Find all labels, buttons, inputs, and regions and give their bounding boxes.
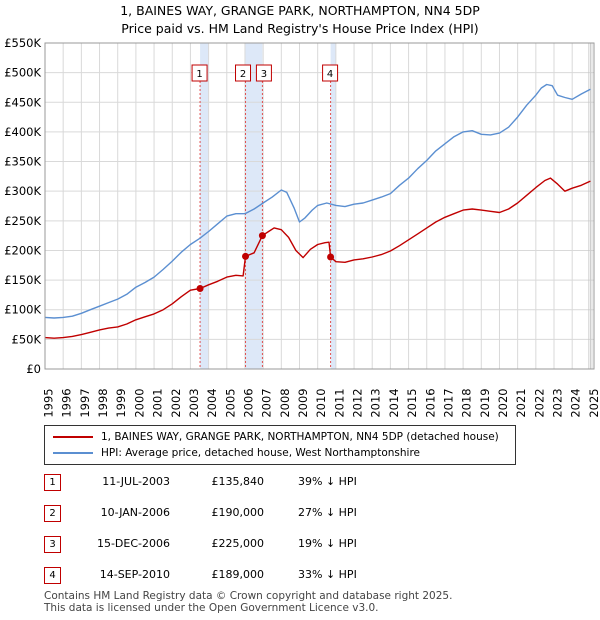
x-tick-label: 2001 (151, 388, 165, 417)
y-tick-label: £100K (4, 303, 41, 317)
title-line-2: Price paid vs. HM Land Registry's House … (121, 21, 479, 36)
x-tick-label: 2019 (478, 388, 492, 417)
sale-row: 3 15-DEC-2006 £225,000 19% ↓ HPI (44, 536, 464, 556)
sale-label: 4 (327, 69, 333, 80)
x-tick-label: 2021 (514, 388, 528, 417)
y-tick-label: £350K (4, 155, 41, 169)
plot-frame (44, 42, 595, 370)
plot-area (45, 43, 594, 369)
x-tick-label: 2004 (205, 388, 219, 417)
x-tick-label: 2005 (223, 388, 237, 417)
footer: Contains HM Land Registry data © Crown c… (44, 590, 452, 614)
legend-label-property: 1, BAINES WAY, GRANGE PARK, NORTHAMPTON,… (101, 431, 499, 443)
y-tick-label: £250K (4, 214, 41, 228)
y-tick-label: £450K (4, 95, 41, 109)
sale-row: 4 14-SEP-2010 £189,000 33% ↓ HPI (44, 567, 464, 587)
chart-title: 1, BAINES WAY, GRANGE PARK, NORTHAMPTON,… (0, 2, 600, 38)
legend-swatch-property (53, 436, 93, 438)
sale-label-box (322, 64, 339, 82)
sale-row: 1 11-JUL-2003 £135,840 39% ↓ HPI (44, 474, 464, 494)
sale-point (258, 232, 266, 240)
x-tick-label: 2006 (241, 388, 255, 417)
x-tick-label: 2017 (441, 388, 455, 417)
sale-band (200, 43, 209, 369)
x-tick-label: 2012 (351, 388, 365, 417)
sale-date: 10-JAN-2006 (100, 506, 170, 519)
footer-line-2: This data is licensed under the Open Gov… (44, 602, 379, 614)
x-tick-label: 2009 (296, 388, 310, 417)
sale-label-box (235, 64, 252, 82)
legend-label-hpi: HPI: Average price, detached house, West… (101, 447, 420, 459)
x-tick-label: 2025 (587, 388, 600, 417)
x-tick-label: 2007 (260, 388, 274, 417)
y-tick-label: £550K (4, 36, 41, 50)
hpi-line (44, 83, 591, 319)
x-tick-label: 2015 (405, 388, 419, 417)
x-tick-label: 2003 (187, 388, 201, 417)
sale-band (330, 43, 336, 369)
x-tick-label: 2023 (551, 388, 565, 417)
sale-number: 1 (44, 474, 61, 491)
sale-price: £225,000 (211, 537, 265, 550)
y-tick-label: £200K (4, 243, 41, 257)
price-chart: £0 £50K £100K £150K £200K £250K £300K £350K £400… (4, 36, 600, 418)
x-tick-label: 2014 (387, 388, 401, 417)
footer-line-1: Contains HM Land Registry data © Crown c… (44, 590, 453, 602)
legend-swatch-hpi (53, 452, 93, 454)
x-tick-label: 1999 (114, 388, 128, 417)
sale-number: 3 (44, 536, 61, 553)
sale-hpi-diff: 19% ↓ HPI (298, 537, 357, 550)
x-tick-label: 2022 (532, 388, 546, 417)
sale-number: 2 (44, 505, 61, 522)
sale-date: 14-SEP-2010 (99, 568, 170, 581)
sale-label: 3 (261, 69, 267, 80)
legend: 1, BAINES WAY, GRANGE PARK, NORTHAMPTON,… (44, 425, 516, 465)
sale-label-box (255, 64, 272, 82)
sale-hpi-diff: 33% ↓ HPI (298, 568, 357, 581)
sale-price: £189,000 (211, 568, 265, 581)
x-tick-label: 2000 (132, 388, 146, 417)
y-tick-label: £300K (4, 184, 41, 198)
y-tick-label: £0 (26, 362, 41, 376)
x-tick-label: 2013 (369, 388, 383, 417)
y-tick-label: £500K (4, 66, 41, 80)
x-tick-label: 2011 (332, 388, 346, 417)
property-price-line (44, 177, 591, 339)
sale-point (196, 284, 204, 292)
x-tick-label: 2002 (169, 388, 183, 417)
sale-point (327, 253, 335, 261)
x-tick-label: 2010 (314, 388, 328, 417)
x-tick-label: 2020 (496, 388, 510, 417)
sale-label-box (191, 64, 208, 82)
x-tick-label: 1996 (60, 388, 74, 417)
sale-hpi-diff: 39% ↓ HPI (298, 475, 357, 488)
sale-date: 15-DEC-2006 (96, 537, 170, 550)
x-tick-label: 2024 (569, 388, 583, 417)
sale-label: 2 (240, 69, 246, 80)
x-tick-label: 2016 (423, 388, 437, 417)
sale-hpi-diff: 27% ↓ HPI (298, 506, 357, 519)
sale-point (242, 252, 250, 260)
sale-band (245, 43, 263, 369)
x-tick-label: 2008 (278, 388, 292, 417)
x-tick-label: 1995 (42, 388, 56, 417)
sale-price: £190,000 (211, 506, 265, 519)
x-tick-label: 1998 (96, 388, 110, 417)
y-tick-label: £400K (4, 125, 41, 139)
sale-price: £135,840 (211, 475, 265, 488)
title-line-1: 1, BAINES WAY, GRANGE PARK, NORTHAMPTON,… (120, 3, 480, 18)
sale-label: 1 (196, 69, 202, 80)
y-tick-label: £150K (4, 273, 41, 287)
sale-number: 4 (44, 567, 61, 584)
sale-date: 11-JUL-2003 (102, 475, 170, 488)
y-tick-label: £50K (12, 332, 42, 346)
x-tick-label: 1997 (78, 388, 92, 417)
sale-row: 2 10-JAN-2006 £190,000 27% ↓ HPI (44, 505, 464, 525)
x-tick-label: 2018 (460, 388, 474, 417)
